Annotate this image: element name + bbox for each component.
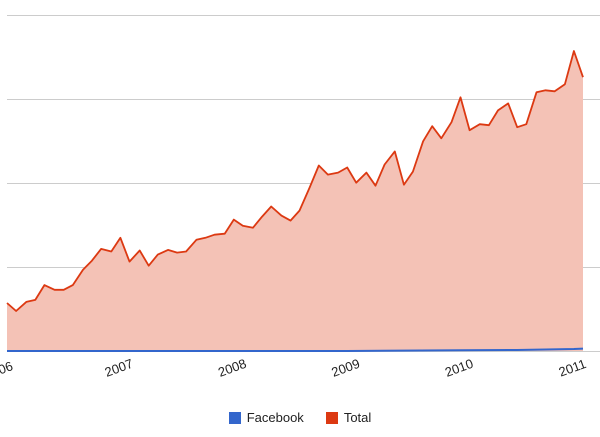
point-total[interactable] <box>581 75 585 79</box>
legend-label-facebook: Facebook <box>246 410 304 425</box>
line-total <box>6 50 584 312</box>
point-total[interactable] <box>478 122 482 126</box>
point-total[interactable] <box>326 173 330 177</box>
point-facebook[interactable] <box>345 349 349 353</box>
legend-swatch-facebook <box>228 411 241 424</box>
point-total[interactable] <box>109 250 113 254</box>
series-areas <box>7 51 583 351</box>
legend-item-total[interactable]: Total <box>325 410 372 425</box>
point-total[interactable] <box>184 250 188 254</box>
point-total[interactable] <box>90 259 94 263</box>
point-total[interactable] <box>203 236 207 240</box>
point-total[interactable] <box>459 95 463 99</box>
point-facebook[interactable] <box>459 348 463 352</box>
point-total[interactable] <box>33 298 37 302</box>
point-total[interactable] <box>524 122 528 126</box>
point-total[interactable] <box>411 170 415 174</box>
point-total[interactable] <box>515 125 519 129</box>
point-total[interactable] <box>241 224 245 228</box>
point-total[interactable] <box>251 226 255 230</box>
point-total[interactable] <box>535 90 539 94</box>
point-total[interactable] <box>14 309 18 313</box>
x-tick-label: 2011 <box>557 356 588 380</box>
point-facebook[interactable] <box>5 349 9 353</box>
point-total[interactable] <box>156 253 160 257</box>
point-total[interactable] <box>99 247 103 251</box>
point-total[interactable] <box>430 124 434 128</box>
point-total[interactable] <box>402 183 406 187</box>
point-total[interactable] <box>563 82 567 86</box>
point-total[interactable] <box>213 233 217 237</box>
point-total[interactable] <box>128 260 132 264</box>
point-total[interactable] <box>468 128 472 132</box>
x-axis-ticks: 06 2007 2008 2009 2010 2011 <box>0 356 588 380</box>
point-total[interactable] <box>450 120 454 124</box>
x-tick-label: 2010 <box>443 356 475 380</box>
point-total[interactable] <box>279 214 283 218</box>
point-total[interactable] <box>289 219 293 223</box>
point-facebook[interactable] <box>515 348 519 352</box>
point-total[interactable] <box>5 301 9 305</box>
series-lines <box>6 50 584 352</box>
x-tick-label: 2008 <box>216 356 248 380</box>
point-total[interactable] <box>317 164 321 168</box>
point-total[interactable] <box>260 215 264 219</box>
point-total[interactable] <box>374 184 378 188</box>
point-total[interactable] <box>269 205 273 209</box>
point-total[interactable] <box>383 163 387 167</box>
point-total[interactable] <box>147 264 151 268</box>
point-facebook[interactable] <box>232 349 236 353</box>
point-total[interactable] <box>345 166 349 170</box>
point-total[interactable] <box>572 49 576 53</box>
point-total[interactable] <box>166 248 170 252</box>
x-tick-label: 2009 <box>329 356 361 380</box>
point-facebook[interactable] <box>572 347 576 351</box>
point-total[interactable] <box>393 149 397 153</box>
chart-canvas: 06 2007 2008 2009 2010 2011 <box>0 15 600 380</box>
point-total[interactable] <box>53 288 57 292</box>
point-total[interactable] <box>81 268 85 272</box>
legend: Facebook Total <box>0 410 600 425</box>
point-total[interactable] <box>71 283 75 287</box>
legend-label-total: Total <box>343 410 372 425</box>
point-total[interactable] <box>223 232 227 236</box>
line-facebook <box>7 347 584 352</box>
point-total[interactable] <box>298 209 302 213</box>
point-total[interactable] <box>487 123 491 127</box>
x-tick-label: 06 <box>0 358 15 377</box>
point-total[interactable] <box>336 171 340 175</box>
point-total[interactable] <box>42 283 46 287</box>
point-total[interactable] <box>421 139 425 143</box>
point-total[interactable] <box>138 249 142 253</box>
point-total[interactable] <box>506 101 510 105</box>
legend-swatch-total <box>325 411 338 424</box>
point-total[interactable] <box>194 238 198 242</box>
point-total[interactable] <box>496 108 500 112</box>
point-facebook[interactable] <box>581 347 585 351</box>
point-total[interactable] <box>354 181 358 185</box>
point-facebook[interactable] <box>118 349 122 353</box>
point-total[interactable] <box>232 218 236 222</box>
legend-item-facebook[interactable]: Facebook <box>228 410 304 425</box>
point-total[interactable] <box>62 288 66 292</box>
x-tick-label: 2007 <box>103 356 135 380</box>
point-total[interactable] <box>439 136 443 140</box>
area-total <box>7 51 583 351</box>
point-total[interactable] <box>175 251 179 255</box>
point-total[interactable] <box>364 171 368 175</box>
point-total[interactable] <box>118 236 122 240</box>
point-total[interactable] <box>544 88 548 92</box>
point-total[interactable] <box>553 89 557 93</box>
point-total[interactable] <box>308 185 312 189</box>
point-total[interactable] <box>24 300 28 304</box>
